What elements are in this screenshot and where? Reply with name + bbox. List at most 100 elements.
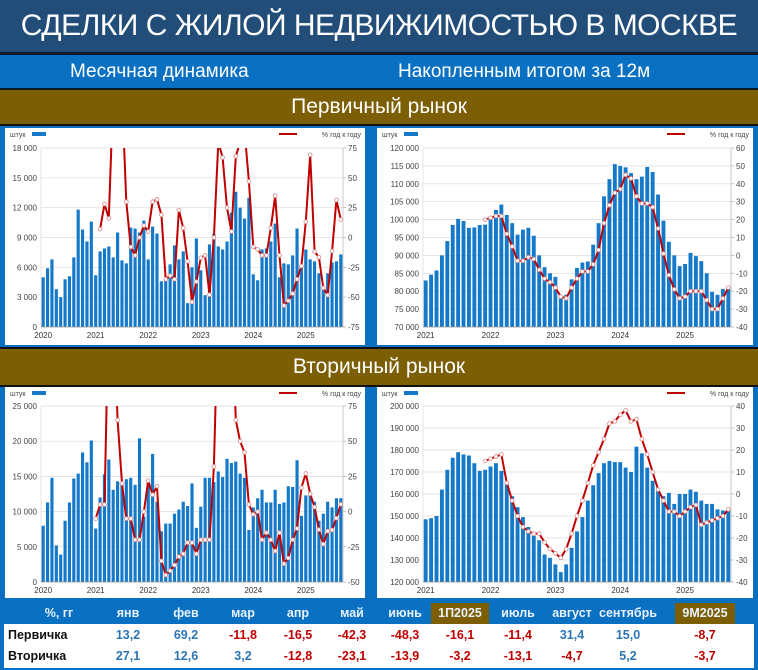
yoy-point <box>246 502 252 507</box>
bar <box>67 276 72 327</box>
bar <box>164 280 168 327</box>
bar <box>531 235 536 327</box>
right-tick-label: -10 <box>736 269 748 278</box>
bar <box>124 263 128 327</box>
bar <box>639 176 644 327</box>
yoy-point <box>97 226 103 232</box>
right-tick-label: 50 <box>348 174 357 183</box>
x-tick-label: 2023 <box>546 586 564 595</box>
bar <box>623 167 628 327</box>
bar <box>683 494 688 582</box>
yoy-point <box>558 555 564 561</box>
yoy-point <box>255 509 260 514</box>
legend-line-label: % год к году <box>322 391 362 398</box>
column-header: фев <box>173 606 199 620</box>
bar <box>688 489 693 582</box>
bar <box>585 261 590 327</box>
x-tick-label: 2025 <box>676 331 694 340</box>
bar <box>504 483 509 582</box>
x-tick-label: 2021 <box>87 586 105 595</box>
bar <box>172 513 177 582</box>
yoy-point <box>585 269 591 274</box>
bar <box>612 462 617 582</box>
bar <box>129 477 133 582</box>
yoy-point <box>488 456 493 462</box>
bar <box>256 498 260 582</box>
table-cell: -16,5 <box>283 628 313 642</box>
bar <box>699 500 704 582</box>
right-tick-label: 40 <box>736 402 745 411</box>
right-tick-label: 0 <box>348 234 353 243</box>
yoy-point <box>202 253 208 258</box>
bar <box>618 462 623 582</box>
bar <box>439 255 444 327</box>
yoy-point <box>612 419 618 424</box>
right-tick-label: -40 <box>736 323 748 332</box>
yoy-point <box>601 220 607 226</box>
legend-line-label: % год к году <box>710 132 750 139</box>
bar <box>629 173 633 327</box>
yoy-point <box>325 292 330 298</box>
table-cell: -23,1 <box>337 649 367 663</box>
yoy-point <box>299 485 304 490</box>
yoy-point <box>547 546 553 552</box>
column-header: мар <box>231 606 255 620</box>
left-tick-label: 140 000 <box>390 534 419 543</box>
right-tick-label: 25 <box>348 204 357 213</box>
right-tick-label: -30 <box>736 556 748 565</box>
bar <box>450 457 455 582</box>
bar <box>225 241 229 327</box>
legend-bars-label: штук <box>10 132 26 139</box>
x-tick-label: 2024 <box>244 586 262 595</box>
right-tick-label: 30 <box>736 198 745 207</box>
bar <box>107 246 111 327</box>
bar <box>510 223 515 327</box>
right-tick-label: -40 <box>736 578 748 587</box>
bar <box>63 520 67 582</box>
bar <box>50 477 54 582</box>
yoy-point <box>128 244 134 250</box>
yoy-point <box>720 296 726 301</box>
yoy-line <box>484 173 730 311</box>
bar <box>155 233 159 327</box>
left-tick-label: 110 000 <box>391 180 420 189</box>
table-corner-label: %, гг <box>44 606 74 620</box>
right-tick-label: 0 <box>736 251 741 260</box>
yoy-point <box>644 452 650 457</box>
right-tick-label: -50 <box>348 578 360 587</box>
right-tick-label: 75 <box>348 144 357 153</box>
yoy-point <box>312 504 317 510</box>
yoy-point <box>617 412 623 418</box>
yoy-point <box>185 259 190 264</box>
bar <box>186 303 190 327</box>
bar <box>94 528 98 582</box>
yoy-point <box>220 155 225 160</box>
yoy-point <box>272 193 278 199</box>
bar <box>515 234 520 327</box>
yoy-point <box>250 244 256 250</box>
table-header-row: %, гг янв фев мар апр май июнь 1П2025 июль август… <box>4 603 754 624</box>
column-header: июнь <box>388 606 422 620</box>
bar <box>225 458 229 582</box>
x-tick-label: 2020 <box>34 586 52 595</box>
yoy-point <box>704 297 709 303</box>
yoy-point <box>207 292 212 298</box>
yoy-point <box>97 502 103 507</box>
yoy-point <box>634 194 639 199</box>
bar <box>521 229 525 327</box>
yoy-point <box>285 298 291 304</box>
yoy-line <box>484 409 730 559</box>
bar <box>461 454 466 582</box>
table-row-secondary: Вторичка 27,1 12,6 3,2 -12,8 -23,1 -13,9 -3,2 -1… <box>4 646 754 667</box>
yoy-point <box>321 285 326 291</box>
yoy-point <box>628 176 634 181</box>
yoy-point <box>124 516 129 521</box>
bar <box>645 166 650 327</box>
bar <box>234 461 238 582</box>
x-tick-label: 2020 <box>34 331 52 340</box>
yoy-point <box>661 498 666 503</box>
bar <box>260 249 264 327</box>
yoy-point <box>493 454 499 459</box>
yoy-point <box>504 231 510 237</box>
row-label: Вторичка <box>8 649 67 663</box>
